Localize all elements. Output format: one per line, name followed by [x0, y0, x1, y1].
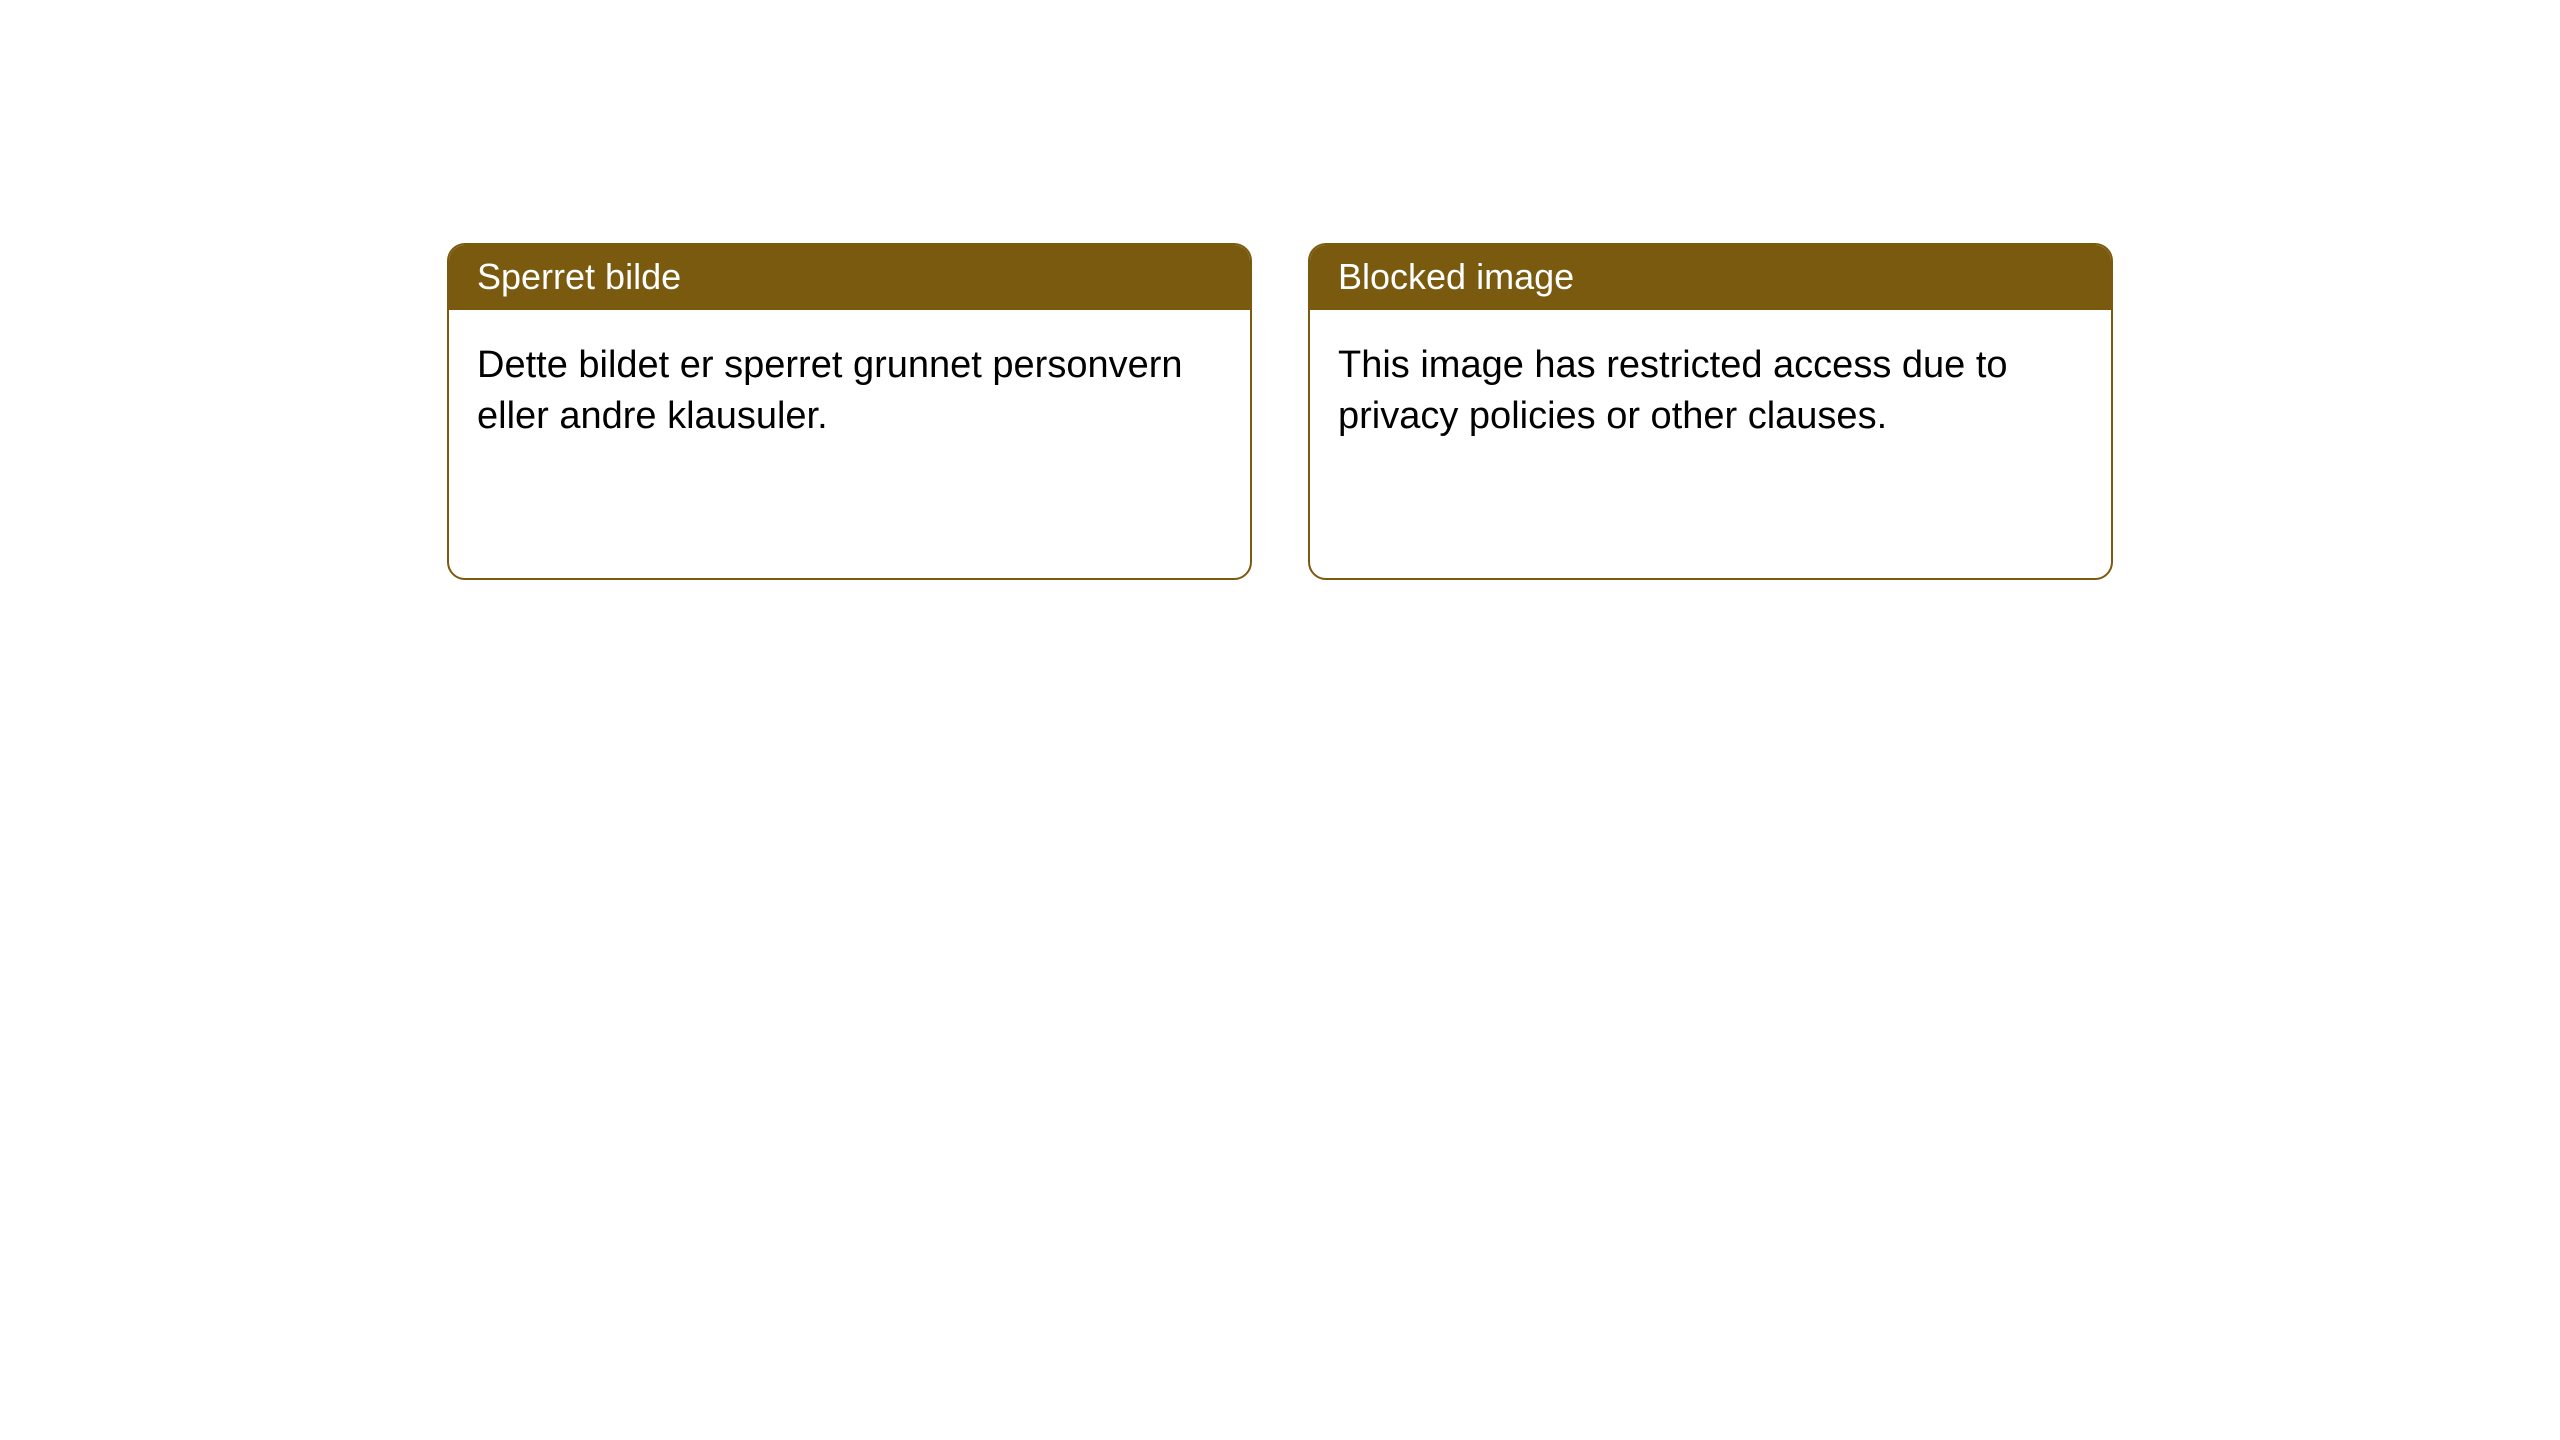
blocked-image-card-en: Blocked image This image has restricted … [1308, 243, 2113, 580]
card-title: Blocked image [1310, 245, 2111, 310]
blocked-image-card-no: Sperret bilde Dette bildet er sperret gr… [447, 243, 1252, 580]
card-title: Sperret bilde [449, 245, 1250, 310]
card-body: Dette bildet er sperret grunnet personve… [449, 310, 1250, 473]
cards-container: Sperret bilde Dette bildet er sperret gr… [0, 0, 2560, 580]
card-body: This image has restricted access due to … [1310, 310, 2111, 473]
